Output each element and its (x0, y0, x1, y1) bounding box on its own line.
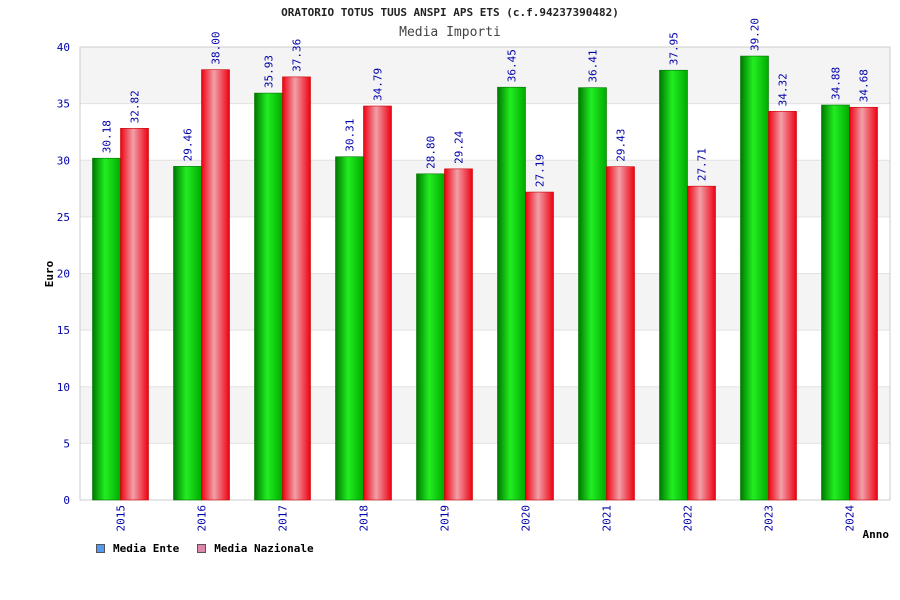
legend-label-media-ente: Media Ente (113, 542, 180, 555)
chart-legend: Media Ente Media Nazionale (96, 542, 314, 555)
bar-media-ente (578, 87, 607, 501)
bar-media-nazionale (120, 128, 149, 501)
legend-label-media-nazionale: Media Nazionale (214, 542, 314, 555)
bar-media-ente (416, 173, 445, 501)
y-tick-label: 30 (57, 154, 70, 167)
bar-media-nazionale (282, 76, 311, 501)
data-label: 29.24 (453, 130, 466, 163)
data-label: 27.19 (534, 154, 547, 187)
data-label: 30.18 (101, 120, 114, 153)
x-tick-label: 2022 (682, 505, 695, 532)
y-tick-label: 25 (57, 211, 70, 224)
legend-item-media-ente: Media Ente (96, 542, 179, 555)
x-tick-label: 2015 (115, 505, 128, 532)
data-label: 30.31 (344, 119, 357, 152)
chart-subtitle: Media Importi (399, 25, 501, 40)
bar-media-nazionale (363, 105, 392, 501)
bar-media-ente (335, 156, 364, 501)
data-label: 36.45 (506, 49, 519, 82)
data-label: 27.71 (696, 148, 709, 181)
bar-media-nazionale (201, 69, 230, 501)
data-label: 37.36 (291, 39, 304, 72)
data-label: 34.68 (858, 69, 871, 102)
data-label: 34.32 (777, 73, 790, 106)
data-label: 29.43 (615, 129, 628, 162)
data-label: 36.41 (587, 50, 600, 83)
x-tick-label: 2019 (439, 505, 452, 532)
legend-item-media-nazionale: Media Nazionale (197, 542, 314, 555)
chart-title: ORATORIO TOTUS TUUS ANSPI APS ETS (c.f.9… (281, 6, 619, 19)
bar-media-ente (173, 166, 202, 501)
y-axis-label: Euro (43, 260, 56, 287)
data-label: 34.79 (372, 68, 385, 101)
x-tick-label: 2018 (358, 505, 371, 532)
data-label: 39.20 (749, 18, 762, 51)
data-label: 29.46 (182, 128, 195, 161)
plot-frame (79, 46, 891, 501)
bar-media-ente (497, 86, 526, 501)
x-tick-label: 2024 (844, 505, 857, 532)
y-tick-label: 20 (57, 268, 70, 281)
data-label: 35.93 (263, 55, 276, 88)
data-label: 38.00 (210, 32, 223, 65)
bar-media-ente (254, 92, 283, 501)
bar-media-nazionale (849, 106, 878, 501)
bar-media-ente (659, 69, 688, 501)
bar-media-ente (92, 157, 121, 501)
x-axis-label: Anno (863, 528, 890, 541)
bar-media-ente (821, 104, 850, 501)
x-tick-label: 2017 (277, 505, 290, 532)
bar-media-nazionale (606, 166, 635, 501)
data-label: 34.88 (830, 67, 843, 100)
bar-media-nazionale (687, 185, 716, 501)
data-label: 28.80 (425, 136, 438, 169)
y-tick-label: 5 (63, 437, 70, 450)
bar-media-nazionale (444, 168, 473, 501)
y-tick-label: 15 (57, 324, 70, 337)
x-tick-label: 2021 (601, 505, 614, 532)
legend-swatch-media-nazionale (197, 544, 207, 553)
y-tick-label: 0 (63, 494, 70, 507)
bar-media-nazionale (525, 191, 554, 501)
bar-media-nazionale (768, 111, 797, 501)
bar-media-ente (740, 55, 769, 501)
x-tick-label: 2023 (763, 505, 776, 532)
data-label: 32.82 (129, 90, 142, 123)
y-tick-label: 10 (57, 381, 70, 394)
data-label: 37.95 (668, 32, 681, 65)
y-tick-label: 35 (57, 98, 70, 111)
y-tick-label: 40 (57, 41, 70, 54)
x-tick-label: 2020 (520, 505, 533, 532)
legend-swatch-media-ente (96, 544, 105, 553)
x-tick-label: 2016 (196, 505, 209, 532)
